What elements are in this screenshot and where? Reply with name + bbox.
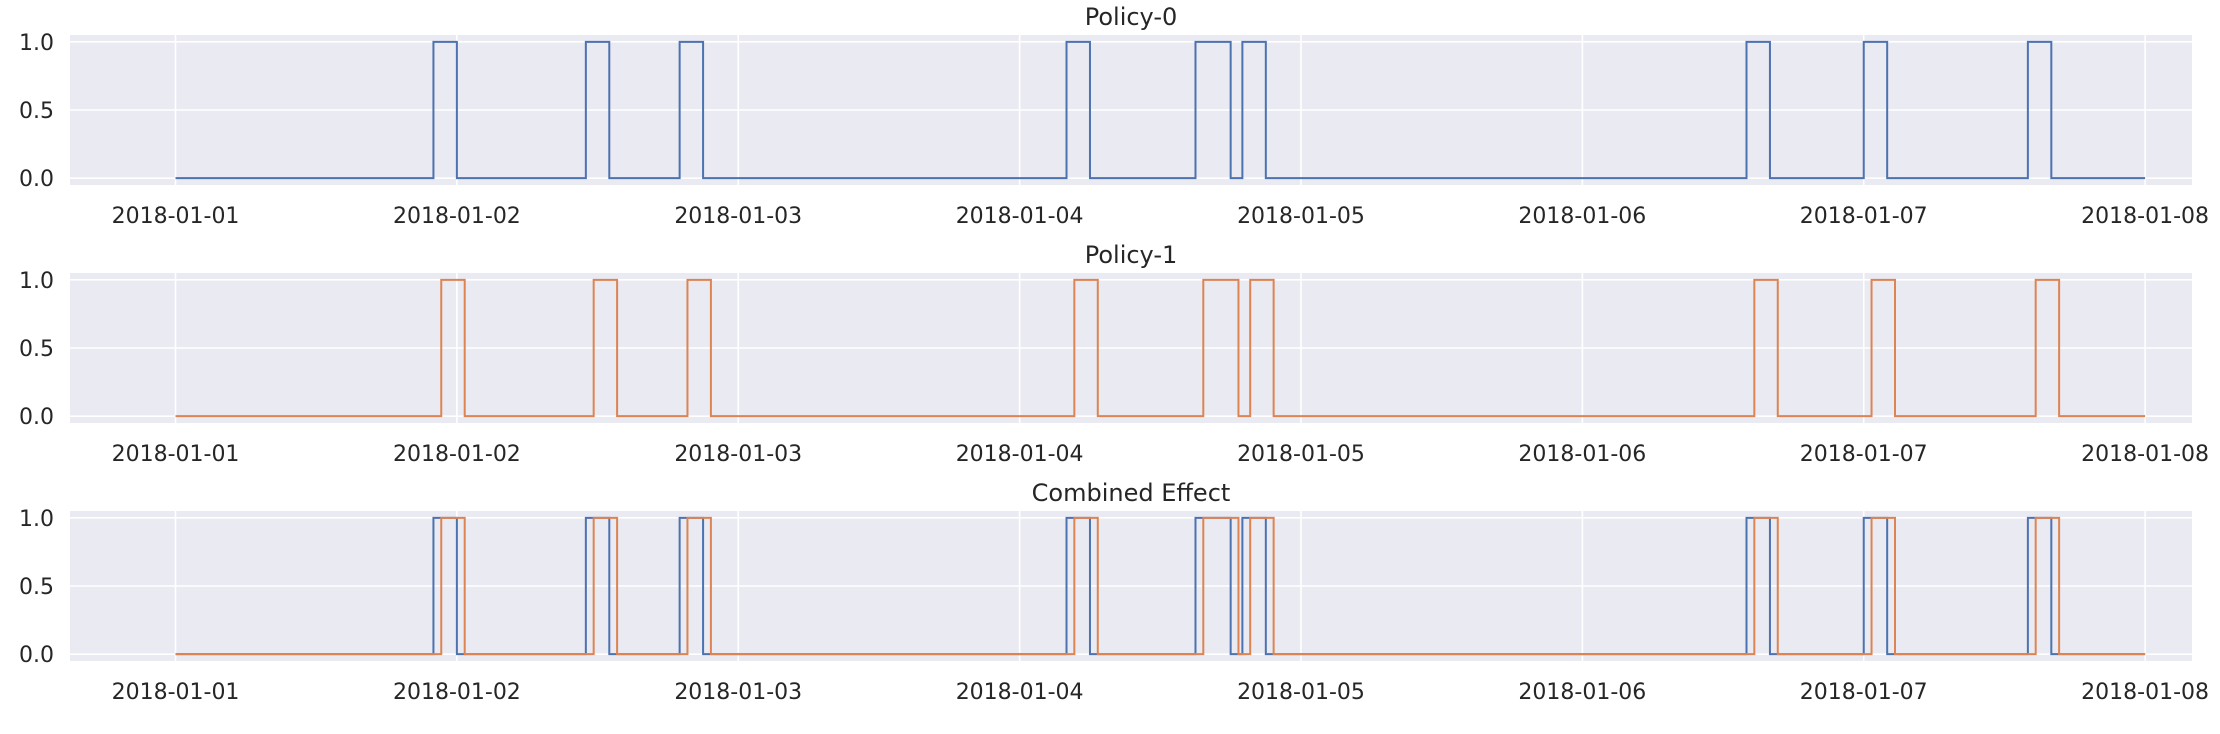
x-tick-label: 2018-01-01 [112, 680, 240, 705]
x-tick-label: 2018-01-08 [2081, 680, 2209, 705]
chart-title: Combined Effect [1032, 479, 1231, 507]
chart-panel-2: 2018-01-01 2018-01-02 2018-01-03 2018-01-04… [19, 479, 2209, 705]
x-tick-label: 2018-01-03 [674, 204, 802, 229]
y-tick-label: 1.0 [19, 31, 54, 56]
x-tick-label: 2018-01-08 [2081, 442, 2209, 467]
x-tick-label: 2018-01-05 [1237, 442, 1365, 467]
x-tick-label: 2018-01-02 [393, 204, 521, 229]
chart-panel-0: 2018-01-01 2018-01-02 2018-01-03 2018-01-04… [19, 3, 2209, 229]
x-tick-label: 2018-01-07 [1800, 680, 1928, 705]
y-tick-label: 0.5 [19, 337, 54, 362]
x-tick-label: 2018-01-01 [112, 442, 240, 467]
y-tick-label: 0.5 [19, 99, 54, 124]
x-tick-label: 2018-01-06 [1518, 442, 1646, 467]
x-tick-label: 2018-01-07 [1800, 204, 1928, 229]
chart-title: Policy-0 [1085, 3, 1178, 31]
chart-panel-1: 2018-01-01 2018-01-02 2018-01-03 2018-01-04… [19, 241, 2209, 467]
y-tick-label: 1.0 [19, 269, 54, 294]
x-tick-label: 2018-01-06 [1518, 204, 1646, 229]
chart-title: Policy-1 [1085, 241, 1178, 269]
y-tick-label: 0.0 [19, 643, 54, 668]
x-tick-label: 2018-01-05 [1237, 680, 1365, 705]
x-tick-label: 2018-01-04 [956, 442, 1084, 467]
x-tick-label: 2018-01-08 [2081, 204, 2209, 229]
series-line-0 [175, 40, 2146, 180]
y-tick-label: 0.0 [19, 405, 54, 430]
x-tick-label: 2018-01-03 [674, 442, 802, 467]
x-tick-label: 2018-01-06 [1518, 680, 1646, 705]
x-tick-label: 2018-01-04 [956, 680, 1084, 705]
series-line-0 [175, 278, 2146, 418]
y-tick-label: 1.0 [19, 507, 54, 532]
x-tick-label: 2018-01-04 [956, 204, 1084, 229]
x-tick-label: 2018-01-02 [393, 442, 521, 467]
series-line-1 [175, 516, 2146, 656]
y-tick-label: 0.0 [19, 167, 54, 192]
x-tick-label: 2018-01-05 [1237, 204, 1365, 229]
x-tick-label: 2018-01-02 [393, 680, 521, 705]
x-tick-label: 2018-01-03 [674, 680, 802, 705]
y-tick-label: 0.5 [19, 575, 54, 600]
x-tick-label: 2018-01-07 [1800, 442, 1928, 467]
x-tick-label: 2018-01-01 [112, 204, 240, 229]
